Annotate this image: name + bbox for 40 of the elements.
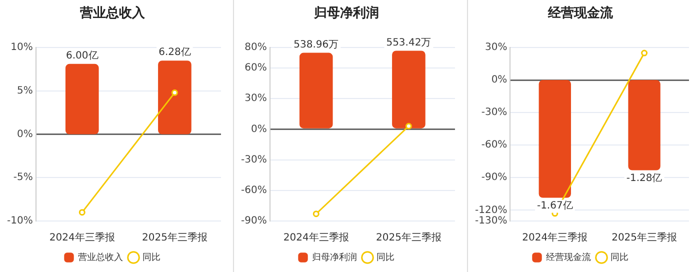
data-label: 6.28亿	[158, 47, 191, 58]
y-tick-label: 30%	[244, 93, 267, 104]
y-tick-label: -30%	[481, 107, 508, 118]
y-tick-label: -60%	[240, 184, 267, 196]
x-tick-label: 2024年三季报	[49, 232, 115, 244]
x-tick-label: 2025年三季报	[612, 232, 678, 244]
x-tick-label: 2024年三季报	[522, 232, 588, 244]
y-tick-label: -60%	[481, 140, 508, 151]
data-label: -1.28亿	[626, 172, 662, 184]
x-tick-label: 2025年三季报	[142, 232, 208, 244]
y-tick-label: 60%	[244, 62, 267, 74]
chart-title: 归母净利润	[313, 5, 379, 22]
y-tick-label: 80%	[244, 42, 267, 54]
y-tick-label: -10%	[6, 216, 33, 227]
chart-title: 营业总收入	[79, 5, 146, 22]
y-tick-label: 0%	[250, 124, 267, 135]
legend-label: 归母净利润	[312, 252, 357, 263]
y-tick-label: 30%	[484, 42, 508, 54]
data-label: -1.67亿	[536, 200, 573, 212]
legend-label: 同比	[376, 252, 394, 263]
legend-label: 经营现金流	[546, 252, 591, 263]
y-tick-label: 10%	[10, 42, 33, 54]
y-tick-label: -130%	[474, 216, 508, 227]
y-tick-label: -90%	[481, 172, 508, 184]
y-tick-label: -120%	[474, 204, 508, 216]
legend-label: 同比	[610, 252, 628, 263]
y-tick-label: 0%	[16, 128, 33, 140]
legend-label: 同比	[142, 252, 160, 263]
x-tick-label: 2024年三季报	[283, 232, 349, 244]
legend-label: 营业总收入	[78, 252, 123, 263]
y-tick-label: 5%	[16, 86, 33, 97]
chart-title: 经营现金流	[547, 5, 614, 22]
y-tick-label: -90%	[240, 216, 267, 227]
x-tick-label: 2025年三季报	[376, 232, 442, 244]
y-tick-label: 0%	[491, 74, 508, 86]
data-label: 538.96万	[294, 39, 339, 50]
y-tick-label: -30%	[240, 154, 267, 166]
y-tick-label: -5%	[13, 172, 33, 184]
data-label: 553.42万	[386, 37, 432, 48]
data-label: 6.00亿	[66, 50, 98, 62]
